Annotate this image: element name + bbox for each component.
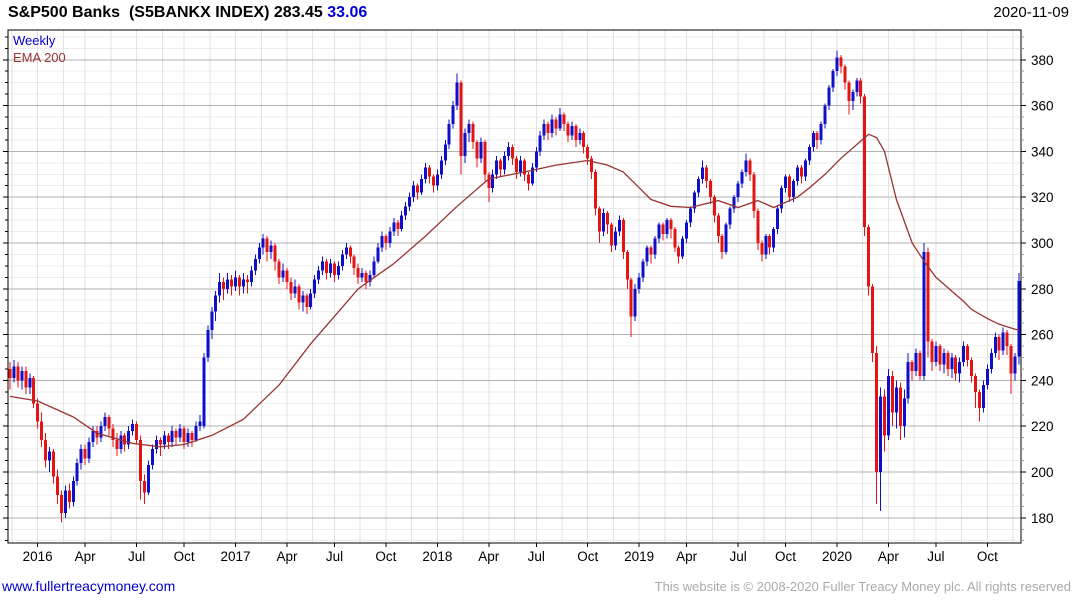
svg-text:Apr: Apr	[75, 549, 97, 564]
y-axis-labels: 180 200 220 240 260 280 300 320 340 360 380	[1031, 53, 1054, 526]
legend-series-label: Weekly	[13, 33, 56, 48]
svg-text:240: 240	[1031, 373, 1054, 388]
chart-date: 2020-11-09	[993, 4, 1069, 21]
price-change: 33.06	[327, 4, 368, 21]
title-text: S&P500 Banks (S5BANKX INDEX)	[8, 4, 274, 21]
legend-ema-label: EMA 200	[13, 50, 66, 65]
candlesticks	[8, 50, 1021, 523]
svg-text:300: 300	[1031, 236, 1054, 251]
svg-text:Apr: Apr	[478, 549, 500, 564]
svg-text:200: 200	[1031, 465, 1054, 480]
svg-text:Oct: Oct	[775, 549, 796, 564]
svg-text:Oct: Oct	[375, 549, 396, 564]
svg-text:Jul: Jul	[528, 549, 545, 564]
svg-text:Apr: Apr	[878, 549, 900, 564]
svg-text:2018: 2018	[422, 549, 452, 564]
svg-text:Oct: Oct	[977, 549, 998, 564]
svg-text:Oct: Oct	[174, 549, 195, 564]
ema-line	[9, 133, 1020, 448]
page-footer: www.fullertreacymoney.com This website i…	[2, 578, 1071, 594]
website-link[interactable]: www.fullertreacymoney.com	[2, 578, 176, 594]
grid-vertical	[11, 30, 1014, 543]
svg-text:Oct: Oct	[577, 549, 598, 564]
x-axis-labels: 2016 Apr Jul Oct 2017 Apr Jul Oct 2018 Apr Jul Oct 2…	[23, 549, 998, 564]
price-chart-svg: 180 200 220 240 260 280 300 320 340 360 380 2016 Apr…	[3, 29, 1054, 564]
svg-text:2020: 2020	[822, 549, 852, 564]
svg-text:260: 260	[1031, 328, 1054, 343]
plot-border	[7, 29, 1022, 544]
svg-text:2019: 2019	[624, 549, 654, 564]
svg-text:380: 380	[1031, 53, 1054, 68]
svg-text:360: 360	[1031, 99, 1054, 114]
last-price: 283.45	[273, 4, 328, 21]
svg-text:Jul: Jul	[729, 549, 746, 564]
svg-text:2017: 2017	[221, 549, 251, 564]
svg-text:Jul: Jul	[128, 549, 145, 564]
chart-legend: Weekly EMA 200	[13, 32, 66, 66]
svg-text:Apr: Apr	[676, 549, 698, 564]
svg-text:280: 280	[1031, 282, 1054, 297]
svg-text:Jul: Jul	[927, 549, 944, 564]
copyright-text: This website is © 2008-2020 Fuller Treac…	[654, 579, 1071, 594]
axis-ticks	[3, 36, 1026, 547]
svg-text:Jul: Jul	[326, 549, 343, 564]
svg-text:2016: 2016	[23, 549, 53, 564]
svg-text:Apr: Apr	[276, 549, 298, 564]
svg-text:340: 340	[1031, 144, 1054, 159]
svg-text:220: 220	[1031, 419, 1054, 434]
svg-text:180: 180	[1031, 511, 1054, 526]
grid-major-horizontal	[8, 59, 1021, 519]
chart-area: 180 200 220 240 260 280 300 320 340 360 380 2016 Apr…	[3, 29, 1054, 564]
chart-title: S&P500 Banks (S5BANKX INDEX) 283.45 33.0…	[8, 4, 367, 22]
chart-header: S&P500 Banks (S5BANKX INDEX) 283.45 33.0…	[8, 4, 1069, 22]
svg-text:320: 320	[1031, 190, 1054, 205]
